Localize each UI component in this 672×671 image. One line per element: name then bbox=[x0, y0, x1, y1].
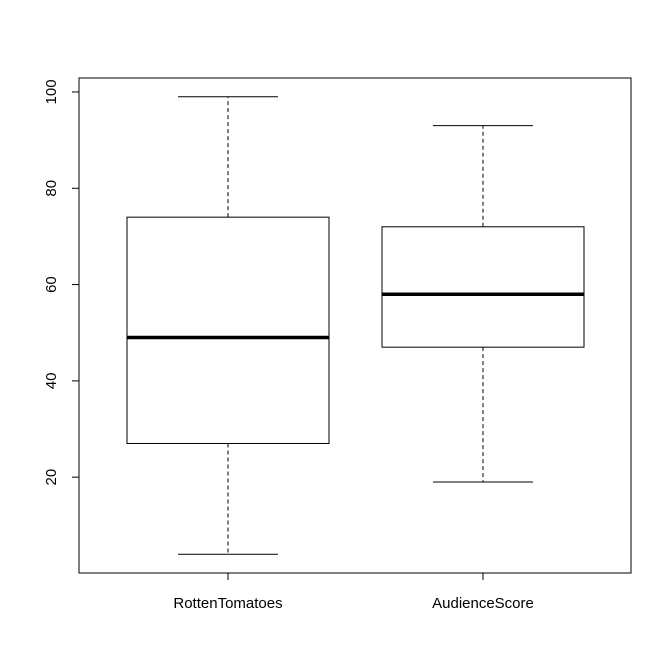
plot-frame bbox=[78, 77, 632, 574]
x-tick-label-rottentomatoes: RottenTomatoes bbox=[173, 595, 282, 612]
x-tick-label-audiencescore: AudienceScore bbox=[432, 595, 534, 612]
y-tick-label-40: 40 bbox=[43, 373, 60, 390]
box-audiencescore bbox=[381, 226, 585, 348]
plot-marks: 20 40 60 80 100 RottenTomatoes AudienceScore bbox=[43, 79, 585, 612]
y-tick-label-80: 80 bbox=[43, 180, 60, 197]
y-tick-label-20: 20 bbox=[43, 469, 60, 486]
y-tick-label-60: 60 bbox=[43, 276, 60, 293]
y-tick-label-100: 100 bbox=[43, 79, 60, 104]
box-rottentomatoes bbox=[126, 216, 330, 444]
